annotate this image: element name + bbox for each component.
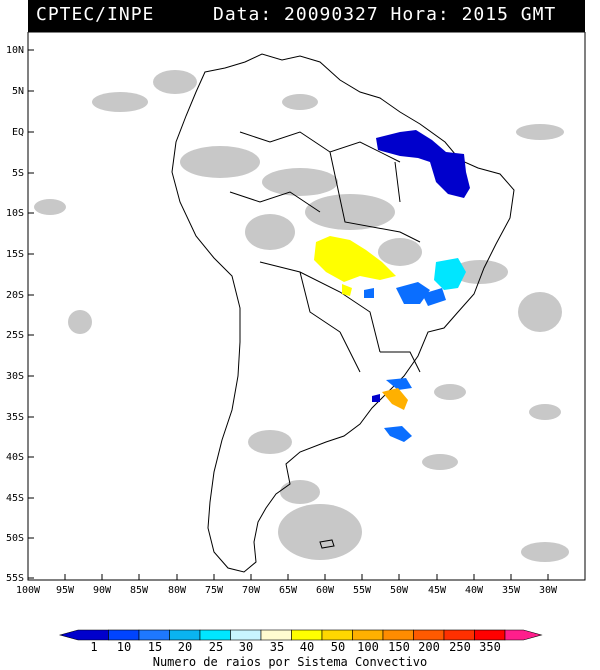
legend-swatch	[504, 629, 543, 641]
lat-label-30s: 30S	[6, 371, 24, 382]
lat-label-45s: 45S	[6, 493, 24, 504]
legend-label: 25	[209, 640, 223, 654]
legend-label: 50	[331, 640, 345, 654]
legend-label: 350	[479, 640, 501, 654]
legend-label: 35	[270, 640, 284, 654]
lon-label-30w: 30W	[539, 585, 558, 596]
legend-label: 100	[357, 640, 379, 654]
lon-label-95w: 95W	[56, 585, 75, 596]
legend-swatch	[260, 629, 292, 641]
lat-label-15s: 15S	[6, 249, 24, 260]
legend-label: 40	[300, 640, 314, 654]
legend-swatch	[321, 629, 353, 641]
falkland-islands	[319, 539, 335, 549]
lon-label-85w: 85W	[130, 585, 149, 596]
lat-label-5n: 5N	[12, 86, 24, 97]
legend-title: Numero de raios por Sistema Convectivo	[153, 655, 428, 669]
legend-swatch	[58, 629, 109, 641]
legend-label: 15	[148, 640, 162, 654]
legend-label: 200	[418, 640, 440, 654]
legend-label: 10	[117, 640, 131, 654]
legend-label: 250	[449, 640, 471, 654]
legend-swatch	[443, 629, 475, 641]
legend-label: 1	[90, 640, 97, 654]
legend-swatch	[474, 629, 506, 641]
lon-label-45w: 45W	[428, 585, 447, 596]
lightning-map: 10N 5N EQ 5S 10S 15S 20S 25S 30S 35S 40S…	[6, 32, 586, 596]
legend-colorbar	[58, 629, 543, 641]
legend-swatch	[169, 629, 201, 641]
lightning-clusters	[314, 130, 470, 442]
lat-label-25s: 25S	[6, 330, 24, 341]
map-header: CPTEC/INPE Data: 20090327 Hora: 2015 GMT	[28, 0, 585, 32]
coastlines	[171, 53, 515, 573]
lon-label-100w: 100W	[16, 585, 41, 596]
legend-swatch	[108, 629, 140, 641]
legend-swatch	[199, 629, 231, 641]
legend-labels: 1 10 15 20 25 30 35 40 50 100 150 200 25…	[90, 640, 500, 654]
lon-label-80w: 80W	[168, 585, 187, 596]
lat-label-40s: 40S	[6, 452, 24, 463]
lat-label-eq: EQ	[12, 127, 24, 138]
color-legend: 1 10 15 20 25 30 35 40 50 100 150 200 25…	[58, 629, 543, 669]
lat-label-55s: 55S	[6, 573, 24, 584]
lat-ticks	[28, 49, 34, 579]
legend-swatch	[291, 629, 323, 641]
lat-label-35s: 35S	[6, 412, 24, 423]
legend-swatch	[382, 629, 414, 641]
legend-label: 20	[178, 640, 192, 654]
lon-label-90w: 90W	[93, 585, 112, 596]
lat-labels: 10N 5N EQ 5S 10S 15S 20S 25S 30S 35S 40S…	[6, 45, 24, 584]
legend-swatch	[138, 629, 170, 641]
south-america-outline	[171, 53, 515, 573]
lon-label-70w: 70W	[242, 585, 261, 596]
lon-label-65w: 65W	[279, 585, 298, 596]
legend-swatch	[230, 629, 262, 641]
datetime-label: Data: 20090327 Hora: 2015 GMT	[213, 4, 557, 25]
cloud-cover	[34, 70, 569, 562]
country-borders	[229, 131, 421, 373]
lon-label-40w: 40W	[465, 585, 484, 596]
legend-swatch	[352, 629, 384, 641]
legend-label: 30	[239, 640, 253, 654]
lon-labels: 100W 95W 90W 85W 80W 75W 70W 65W 60W 55W…	[16, 585, 558, 596]
lon-label-55w: 55W	[353, 585, 372, 596]
lon-label-75w: 75W	[205, 585, 224, 596]
lat-label-5s: 5S	[12, 168, 24, 179]
lat-label-50s: 50S	[6, 533, 24, 544]
lon-label-35w: 35W	[502, 585, 521, 596]
source-label: CPTEC/INPE	[36, 4, 155, 25]
lon-ticks	[27, 574, 549, 580]
lat-label-10n: 10N	[6, 45, 24, 56]
legend-swatch	[413, 629, 445, 641]
lon-label-50w: 50W	[390, 585, 409, 596]
lon-label-60w: 60W	[316, 585, 335, 596]
lat-label-20s: 20S	[6, 290, 24, 301]
lat-label-10s: 10S	[6, 208, 24, 219]
legend-label: 150	[388, 640, 410, 654]
